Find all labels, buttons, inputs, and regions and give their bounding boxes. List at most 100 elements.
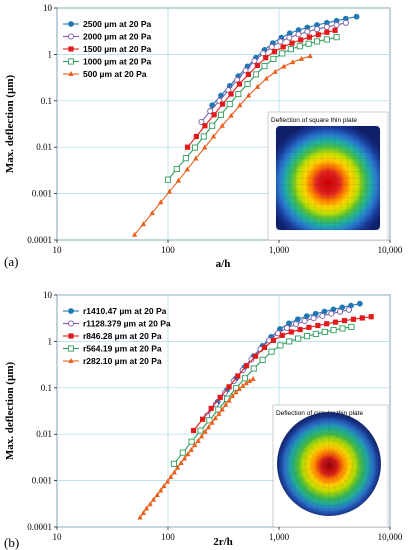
data-point	[223, 401, 229, 407]
data-point	[261, 63, 268, 70]
data-point	[219, 122, 225, 128]
data-point	[303, 313, 310, 320]
data-point	[182, 155, 189, 162]
data-point	[237, 102, 243, 108]
legend: r1410.47 µm at 20 Pa r1128.379 µm at 20 P…	[63, 306, 171, 366]
chart-panel-b: Deflection of circular thin plate 101001…	[4, 290, 403, 550]
data-point	[332, 27, 338, 33]
data-point	[219, 406, 225, 412]
data-point	[140, 221, 146, 227]
legend-entry: r846.28 µm at 20 Pa	[83, 331, 162, 341]
data-point	[193, 133, 199, 140]
x-tick-label: 10,000	[378, 245, 403, 255]
axis-ticks: 10 100 1,000 10,000 0.0001 0.001 0.01 0.1 1 10	[27, 3, 403, 255]
data-point	[345, 306, 353, 313]
data-point	[313, 26, 321, 33]
data-point	[164, 176, 172, 183]
data-point	[202, 428, 208, 434]
y-tick-label: 1	[48, 49, 53, 59]
y-tick-label: 0.01	[36, 142, 52, 152]
mesh-spoke	[328, 463, 356, 510]
data-point	[324, 29, 330, 35]
data-point	[353, 13, 360, 20]
data-point	[228, 112, 234, 118]
mesh-ring	[286, 421, 372, 507]
data-point	[233, 389, 239, 395]
data-point	[251, 57, 258, 65]
data-point	[235, 373, 241, 379]
data-point	[341, 318, 348, 324]
legend-marker	[68, 46, 74, 52]
data-point	[228, 91, 234, 97]
data-point	[200, 416, 206, 422]
chart-panel-a: Deflection of square thin plate 10 100 1,0…	[4, 3, 403, 270]
data-point	[295, 31, 302, 38]
data-point	[305, 40, 312, 47]
y-axis-label: Max. deflection (µm)	[4, 362, 16, 461]
data-point	[217, 111, 225, 118]
data-point	[229, 393, 236, 399]
y-tick-label: 0.1	[41, 96, 52, 106]
data-point	[307, 53, 313, 59]
data-point	[323, 23, 330, 31]
series-3	[190, 314, 374, 434]
mesh-spoke	[315, 413, 330, 465]
mesh-lines	[275, 125, 381, 231]
data-point	[323, 36, 330, 43]
data-point	[209, 122, 216, 129]
data-point	[235, 90, 242, 98]
y-tick-label: 10	[43, 290, 53, 300]
data-point	[179, 449, 186, 456]
data-point	[301, 317, 308, 325]
data-point	[188, 446, 194, 452]
data-point	[166, 188, 173, 194]
series-2	[204, 306, 353, 419]
data-point	[217, 394, 223, 401]
data-point	[303, 333, 311, 340]
data-point	[248, 356, 255, 363]
data-point	[188, 438, 195, 445]
data-point	[287, 46, 294, 53]
data-point	[195, 437, 201, 443]
data-point	[339, 325, 346, 332]
data-point	[286, 34, 293, 41]
data-point	[205, 424, 212, 430]
data-point	[173, 165, 180, 172]
data-point	[330, 327, 337, 334]
y-tick-label: 10	[43, 3, 53, 13]
series-4	[164, 34, 340, 183]
mesh-spoke	[328, 463, 366, 501]
data-point	[247, 378, 253, 384]
data-point	[312, 330, 319, 337]
legend-entry: 1500 µm at 20 Pa	[83, 44, 151, 54]
data-point	[304, 28, 311, 35]
data-point	[271, 48, 278, 55]
legend-marker	[68, 21, 74, 27]
legend-marker	[68, 71, 74, 76]
data-point	[243, 380, 249, 386]
data-point	[295, 335, 302, 342]
mesh-spoke	[278, 463, 330, 478]
data-point	[315, 322, 321, 329]
legend-marker	[67, 320, 75, 327]
data-point	[281, 63, 287, 69]
data-point	[328, 310, 335, 317]
legend-marker	[67, 58, 75, 65]
data-point	[149, 210, 155, 216]
data-point	[263, 75, 269, 81]
data-point	[333, 21, 340, 29]
x-tick-label: 1,000	[269, 532, 290, 542]
data-point	[185, 451, 191, 457]
data-point	[261, 344, 268, 351]
legend-entry: r1128.379 µm at 20 Pa	[83, 319, 171, 329]
y-tick-label: 0.0001	[27, 235, 52, 245]
data-point	[158, 487, 164, 493]
data-point	[209, 419, 215, 425]
mesh-spoke	[328, 437, 375, 465]
data-point	[270, 55, 277, 62]
series-5	[137, 375, 256, 520]
mesh-spoke	[328, 413, 343, 465]
data-point	[240, 382, 246, 388]
legend-marker	[68, 358, 74, 363]
